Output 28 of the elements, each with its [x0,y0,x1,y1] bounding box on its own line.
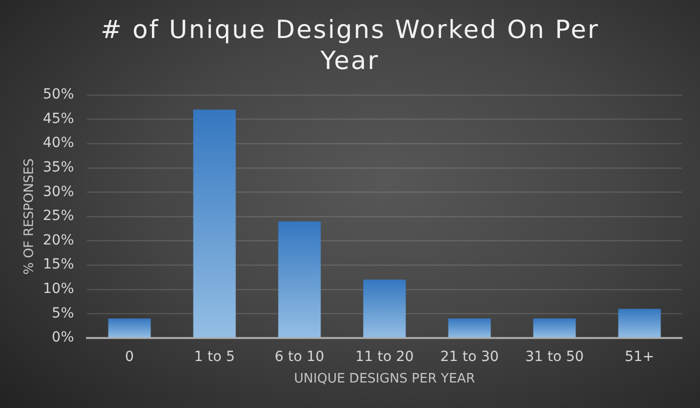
y-tick-label: 0% [52,330,74,346]
y-tick-label: 5% [52,305,74,322]
y-tick-label: 15% [42,256,74,273]
x-tick-label: 21 to 30 [440,349,499,366]
x-axis-title: UNIQUE DESIGNS PER YEAR [294,372,475,387]
bar [448,318,491,338]
x-tick-label: 51+ [624,349,654,366]
y-tick-label: 10% [42,281,74,298]
x-tick-label: 6 to 10 [274,349,324,366]
x-tick-label: 0 [125,349,134,366]
y-tick-label: 45% [42,110,74,127]
chart-title: # of Unique Designs Worked On Per Year [100,14,600,76]
bar [108,318,151,338]
y-axis-title: % OF RESPONSES [22,158,38,275]
y-tick-label: 50% [42,86,74,103]
x-tick-label: 31 to 50 [525,349,584,366]
bar [533,318,576,338]
bar [193,110,236,338]
y-tick-label: 25% [42,208,74,224]
x-tick-label: 1 to 5 [194,349,235,366]
y-tick-label: 35% [42,160,74,176]
bar [278,221,321,338]
bar [363,280,406,338]
y-tick-label: 20% [42,232,74,248]
y-tick-label: 30% [42,184,74,200]
x-tick-label: 11 to 20 [355,349,414,366]
y-tick-label: 40% [42,135,74,152]
bar [618,308,661,338]
